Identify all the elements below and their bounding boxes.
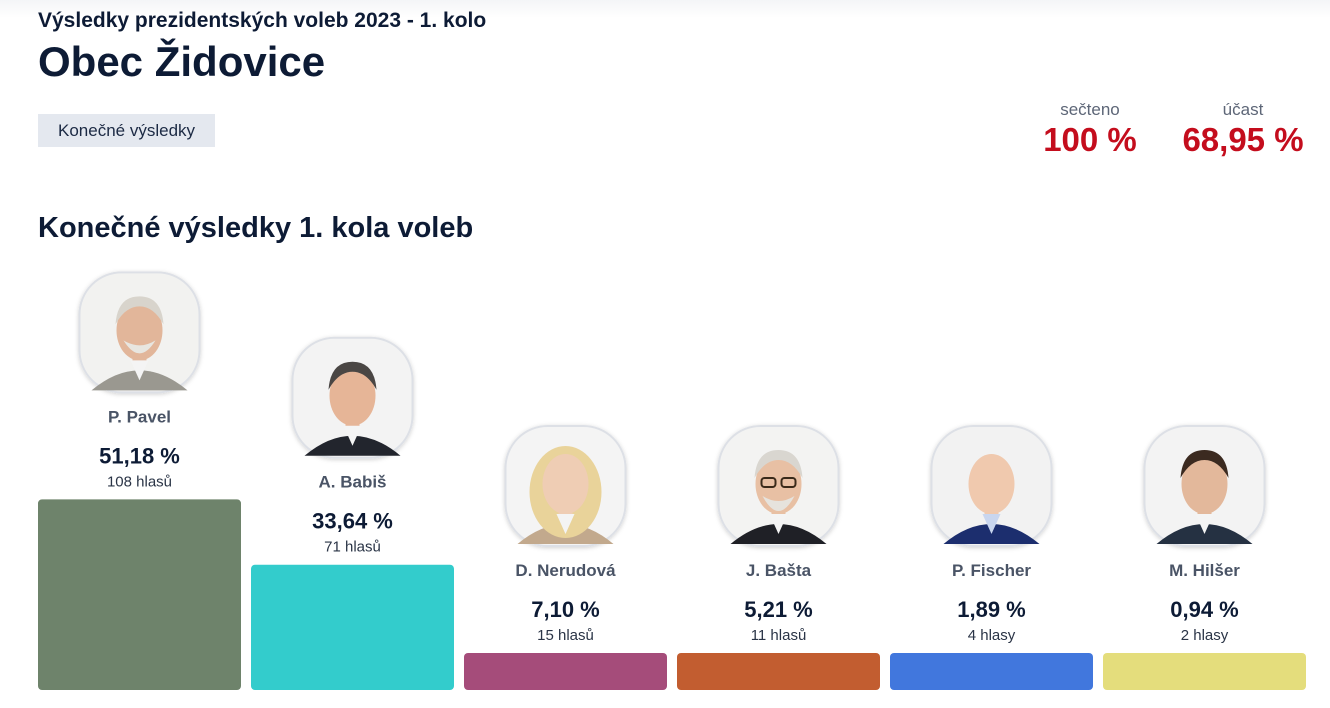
candidate-photo bbox=[78, 271, 201, 394]
portrait-face bbox=[329, 365, 376, 426]
percent-label: 5,21 % bbox=[744, 597, 813, 622]
candidate-photo bbox=[1143, 425, 1266, 547]
portrait-glasses bbox=[760, 477, 777, 488]
turnout-label: účast bbox=[1222, 100, 1264, 119]
candidate-photo bbox=[291, 336, 414, 459]
vote-count-label: 108 hlasů bbox=[107, 473, 172, 490]
candidate-column: 2 hlasy 0,94 % M. Hilšer bbox=[1103, 425, 1306, 690]
vote-count-label: 4 hlasy bbox=[968, 627, 1016, 644]
portrait-shirt bbox=[343, 425, 362, 446]
portrait-shirt bbox=[982, 514, 1001, 534]
turnout-value: 68,95 % bbox=[1182, 121, 1304, 158]
portrait-face bbox=[1181, 454, 1228, 514]
percent-label: 1,89 % bbox=[957, 597, 1026, 622]
vote-count-label: 15 hlasů bbox=[537, 627, 594, 644]
portrait-face bbox=[542, 454, 589, 514]
counted-label: sečteno bbox=[1060, 100, 1120, 119]
portrait-shirt bbox=[130, 360, 149, 381]
candidate-column: 108 hlasů 51,18 % P. Pavel bbox=[38, 271, 241, 690]
portrait-shirt bbox=[1195, 514, 1214, 534]
portrait-beard bbox=[123, 340, 156, 354]
percent-label: 51,18 % bbox=[99, 443, 180, 468]
section-title: Konečné výsledky 1. kola voleb bbox=[38, 212, 474, 244]
candidate-photo bbox=[717, 425, 840, 547]
portrait-shirt bbox=[769, 514, 788, 534]
candidate-name-label: P. Pavel bbox=[108, 407, 171, 426]
candidate-photo bbox=[504, 425, 627, 547]
portrait-glasses bbox=[780, 477, 797, 488]
candidate-column: 71 hlasů 33,64 % A. Babiš bbox=[251, 336, 454, 690]
candidate-column: 15 hlasů 7,10 % D. Nerudová bbox=[464, 425, 667, 690]
portrait-hair bbox=[328, 361, 377, 390]
percent-label: 33,64 % bbox=[312, 509, 393, 534]
portrait-beard bbox=[762, 496, 795, 511]
election-supertitle: Výsledky prezidentských voleb 2023 - 1. … bbox=[38, 9, 487, 32]
percent-label: 7,10 % bbox=[531, 597, 600, 622]
result-bar bbox=[1103, 653, 1306, 690]
result-bar bbox=[464, 653, 667, 690]
candidate-column: 11 hlasů 5,21 % J. Bašta bbox=[677, 425, 880, 690]
result-bar bbox=[251, 564, 454, 690]
candidate-name-label: M. Hilšer bbox=[1169, 561, 1240, 580]
candidate-name-label: J. Bašta bbox=[746, 561, 812, 580]
portrait-shirt bbox=[556, 514, 575, 534]
candidate-name-label: A. Babiš bbox=[318, 473, 386, 492]
status-badge: Konečné výsledky bbox=[38, 114, 216, 147]
municipality-title: Obec Židovice bbox=[38, 38, 326, 85]
result-bar bbox=[677, 653, 880, 690]
candidate-photo bbox=[930, 425, 1053, 547]
candidate-column: 4 hlasy 1,89 % P. Fischer bbox=[890, 425, 1093, 690]
portrait-hair bbox=[754, 450, 803, 478]
candidate-name-label: D. Nerudová bbox=[515, 561, 616, 580]
top-shade bbox=[0, 0, 1330, 18]
portrait-hair bbox=[115, 296, 164, 325]
turnout-stat: účast 68,95 % bbox=[1170, 100, 1316, 159]
counted-stat: sečteno 100 % bbox=[1030, 100, 1150, 159]
result-bar bbox=[38, 499, 241, 690]
portrait-hair bbox=[1180, 450, 1229, 478]
percent-label: 0,94 % bbox=[1170, 597, 1239, 622]
portrait-face bbox=[968, 454, 1015, 514]
result-bar bbox=[890, 653, 1093, 690]
vote-count-label: 11 hlasů bbox=[751, 627, 807, 644]
candidate-name-label: P. Fischer bbox=[952, 561, 1031, 580]
counted-value: 100 % bbox=[1043, 121, 1137, 158]
vote-count-label: 71 hlasů bbox=[324, 539, 381, 556]
vote-count-label: 2 hlasy bbox=[1181, 627, 1229, 644]
